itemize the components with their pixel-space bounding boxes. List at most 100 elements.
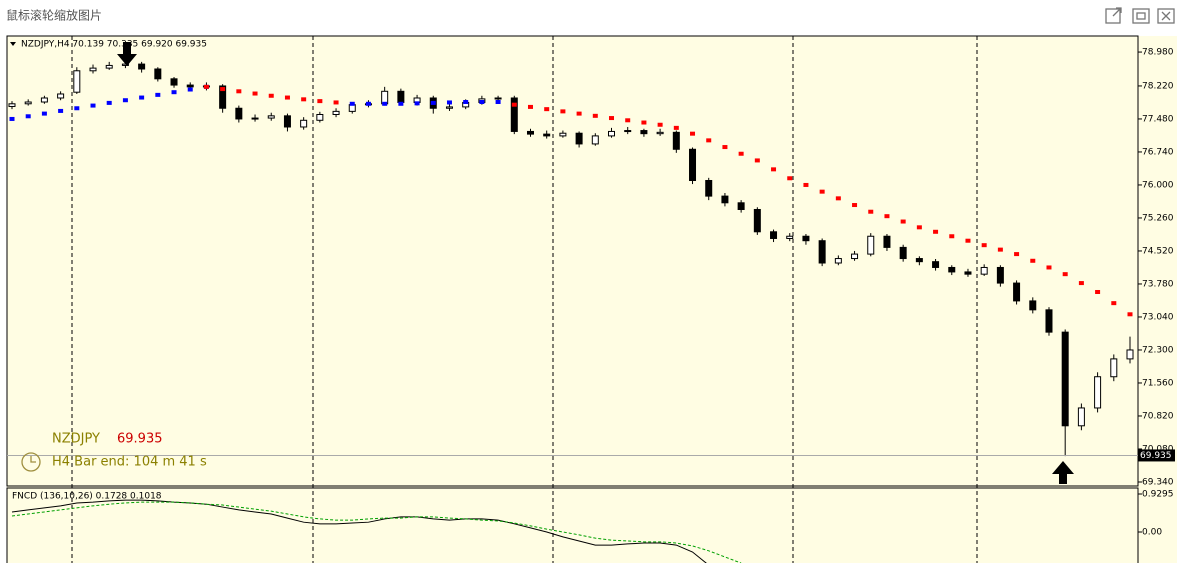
buy-arrow xyxy=(1052,461,1074,484)
candle-body xyxy=(186,84,194,88)
y-tick-label: 69.340 xyxy=(1142,477,1174,487)
price-label: 69.935 xyxy=(117,432,163,447)
candle-body xyxy=(1110,358,1118,378)
candle-body xyxy=(1029,300,1037,311)
menu-triangle[interactable] xyxy=(10,42,16,46)
trend-dot xyxy=(122,98,128,103)
price-axis: 78.980 78.220 77.480 76.740 76.000 75.260 74.5… xyxy=(1138,48,1175,538)
candle-body xyxy=(543,133,551,137)
trend-dot xyxy=(398,101,404,106)
trend-dot xyxy=(754,158,760,163)
candle-body xyxy=(1061,331,1069,427)
candle-body xyxy=(251,117,259,120)
trend-dot xyxy=(1014,252,1020,257)
trend-dot xyxy=(835,196,841,201)
indicator-title: FNCD (136,10,26) 0.1728 0.1018 xyxy=(12,492,162,502)
trend-dot xyxy=(463,100,469,105)
trend-dot xyxy=(430,100,436,105)
candle-body xyxy=(105,64,113,69)
trend-dot xyxy=(333,100,339,105)
trend-dot xyxy=(9,116,15,121)
trend-dot xyxy=(803,182,809,187)
trend-dot xyxy=(479,100,485,105)
candle-body xyxy=(1094,376,1102,409)
candle-body xyxy=(721,195,729,204)
clock-icon xyxy=(21,452,41,472)
trend-dot xyxy=(657,122,663,127)
trend-dot xyxy=(560,109,566,114)
candle-body xyxy=(964,271,972,275)
y-tick-label: 74.520 xyxy=(1142,246,1174,256)
candle-body xyxy=(397,90,405,103)
trend-dot xyxy=(171,90,177,95)
candle-body xyxy=(640,130,648,135)
candle-body xyxy=(802,235,810,242)
candle-body xyxy=(948,266,956,273)
indicator-line xyxy=(11,501,742,563)
trend-dot xyxy=(1030,258,1036,263)
trend-dot xyxy=(1062,272,1068,277)
trend-dot xyxy=(981,243,987,248)
candle-body xyxy=(996,266,1004,284)
candle-body xyxy=(591,135,599,145)
y-tick-label: 76.740 xyxy=(1142,147,1174,157)
candle-body xyxy=(932,261,940,268)
trend-dot xyxy=(576,111,582,116)
candle-body xyxy=(332,110,340,115)
trend-dot xyxy=(527,104,533,109)
trend-dot xyxy=(139,95,145,100)
trend-dot xyxy=(1127,312,1133,317)
sub-panel xyxy=(6,487,1139,567)
candle-body xyxy=(235,107,243,120)
symbol-info: NZDJPY,H4 70.139 70.335 69.920 69.935 xyxy=(21,40,207,50)
trend-dot xyxy=(819,189,825,194)
trend-dot xyxy=(738,151,744,156)
trend-dot xyxy=(544,107,550,112)
trend-dot xyxy=(997,247,1003,252)
sub-plot xyxy=(11,499,742,563)
candle-body xyxy=(267,115,275,119)
trend-dot xyxy=(41,111,47,116)
candle-body xyxy=(1077,407,1085,427)
candle-body xyxy=(672,131,680,150)
trend-dot xyxy=(722,145,728,150)
candle-body xyxy=(89,67,97,72)
candle-body xyxy=(283,115,291,128)
trend-dot xyxy=(884,214,890,219)
candle-body xyxy=(883,235,891,248)
trend-dot xyxy=(365,101,371,106)
trend-dot xyxy=(916,225,922,230)
trend-dot xyxy=(933,229,939,234)
window-controls[interactable] xyxy=(1105,7,1175,24)
candle-body xyxy=(753,208,761,233)
y-tick-label: 78.980 xyxy=(1142,48,1174,58)
candle-body xyxy=(705,179,713,197)
bar-end-label: H4 Bar end: 104 m 41 s xyxy=(52,455,207,470)
y-tick-label: 75.260 xyxy=(1142,213,1174,223)
trend-dot xyxy=(414,101,420,106)
candle-body xyxy=(656,131,664,135)
candle-body xyxy=(689,148,697,181)
candle-body xyxy=(316,113,324,121)
candle-body xyxy=(915,258,923,263)
candle-body xyxy=(575,132,583,145)
period-separators xyxy=(71,36,978,563)
trend-dot xyxy=(25,114,31,119)
trend-dot xyxy=(787,176,793,181)
trend-dot xyxy=(74,106,80,111)
trend-dot xyxy=(625,118,631,123)
trend-dot xyxy=(106,100,112,105)
candle-body xyxy=(818,240,826,264)
trend-dot xyxy=(641,120,647,125)
sell-arrow xyxy=(117,42,137,66)
trend-dot xyxy=(155,92,161,97)
price-box xyxy=(1138,449,1175,462)
trend-dot xyxy=(1078,281,1084,286)
trend-dot xyxy=(868,209,874,214)
trend-dot xyxy=(690,131,696,136)
trend-dot xyxy=(252,91,258,96)
price-box-label: 69.935 xyxy=(1140,451,1172,461)
trend-dot xyxy=(900,219,906,224)
